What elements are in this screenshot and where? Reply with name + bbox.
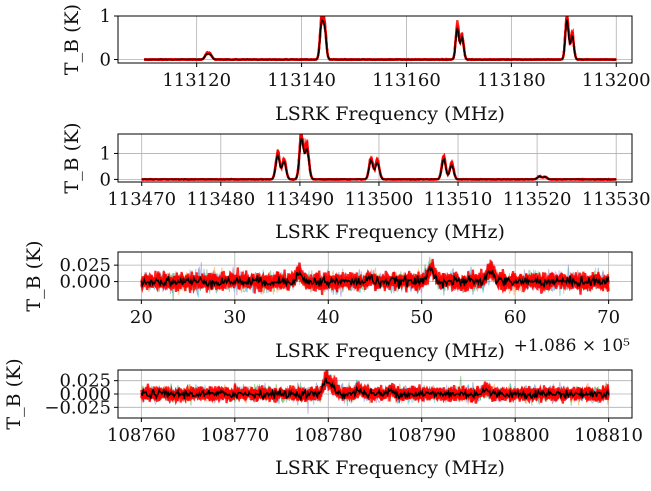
data-area [143, 16, 617, 62]
x-tick-label: 108760 [107, 425, 176, 446]
y-tick-label: 0 [100, 50, 111, 71]
x-tick-label: 108810 [574, 425, 643, 446]
sample-series-line [144, 16, 617, 61]
y-axis-label: T_B (K) [23, 240, 45, 311]
posterior-series-line [144, 16, 617, 62]
posterior-series-line [140, 261, 610, 293]
sample-series-line [144, 16, 617, 61]
sample-series-line [144, 16, 617, 61]
x-tick-label: 113480 [186, 189, 255, 210]
y-tick-label: 0.025 [59, 371, 111, 392]
y-tick-label: 0.000 [59, 272, 111, 293]
mean-series-line [141, 137, 617, 181]
panel-2: 113470 113480 113490 113500 113510 113520 1135… [61, 122, 651, 243]
x-tick-label: 108790 [387, 425, 456, 446]
y-axis-label: T_B (K) [3, 358, 25, 429]
y-tick-label: 1 [100, 6, 111, 27]
posterior-series-line [144, 16, 617, 62]
x-tick-label: 50 [410, 307, 433, 328]
sample-series-line [144, 16, 617, 61]
x-tick-label: 113520 [503, 189, 572, 210]
x-tick-label: 30 [223, 307, 246, 328]
posterior-series-line [144, 16, 617, 62]
x-tick-label: 113500 [345, 189, 414, 210]
x-tick-label: 113510 [424, 189, 493, 210]
x-tick-label: 113180 [477, 70, 546, 91]
y-axis-label: T_B (K) [61, 122, 83, 193]
x-tick-label: 40 [317, 307, 340, 328]
x-axis-label: LSRK Frequency (MHz) [275, 340, 505, 362]
x-axis-label: LSRK Frequency (MHz) [275, 103, 505, 125]
x-tick-label: 113490 [266, 189, 335, 210]
x-tick-label: 108770 [200, 425, 269, 446]
axes-frame [117, 251, 633, 301]
panel-4: 108760 108770 108780 108790 108800 108810 −0.0… [3, 358, 643, 479]
x-tick-label: 20 [130, 307, 153, 328]
x-tick-label: 113140 [267, 70, 336, 91]
x-tick-label: 108780 [294, 425, 363, 446]
x-tick-label: 108800 [481, 425, 550, 446]
sample-series-line [143, 16, 617, 61]
data-area [141, 134, 617, 182]
x-offset-label: +1.086 × 10⁵ [514, 336, 631, 356]
panel-1: 113120 113140 113160 113180 113200 0 1 LSRK Fre… [61, 4, 651, 125]
x-axis-label: LSRK Frequency (MHz) [275, 457, 505, 479]
x-tick-label: 113530 [582, 189, 651, 210]
x-tick-label: 113120 [162, 70, 231, 91]
mean-series-line [140, 377, 610, 401]
y-axis-label: T_B (K) [61, 4, 83, 75]
y-tick-label: −0.025 [44, 397, 111, 418]
posterior-series-line [144, 17, 617, 62]
mean-series-line [140, 265, 610, 290]
data-area [140, 256, 610, 300]
x-axis-label: LSRK Frequency (MHz) [275, 221, 505, 243]
axes-frame [117, 133, 633, 183]
posterior-series-line [143, 16, 617, 62]
x-tick-label: 60 [504, 307, 527, 328]
y-tick-label: 1 [100, 143, 111, 164]
data-area [140, 370, 610, 415]
y-tick-label: 0.000 [59, 384, 111, 405]
y-tick-label: 0 [100, 169, 111, 190]
y-tick-label: 0.025 [59, 255, 111, 276]
axes-frame [117, 15, 633, 64]
x-tick-label: 113470 [107, 189, 176, 210]
mean-series-line [144, 18, 617, 61]
x-tick-label: 113200 [582, 70, 651, 91]
x-tick-label: 113160 [372, 70, 441, 91]
x-tick-label: 70 [597, 307, 620, 328]
posterior-series-line [144, 16, 617, 62]
